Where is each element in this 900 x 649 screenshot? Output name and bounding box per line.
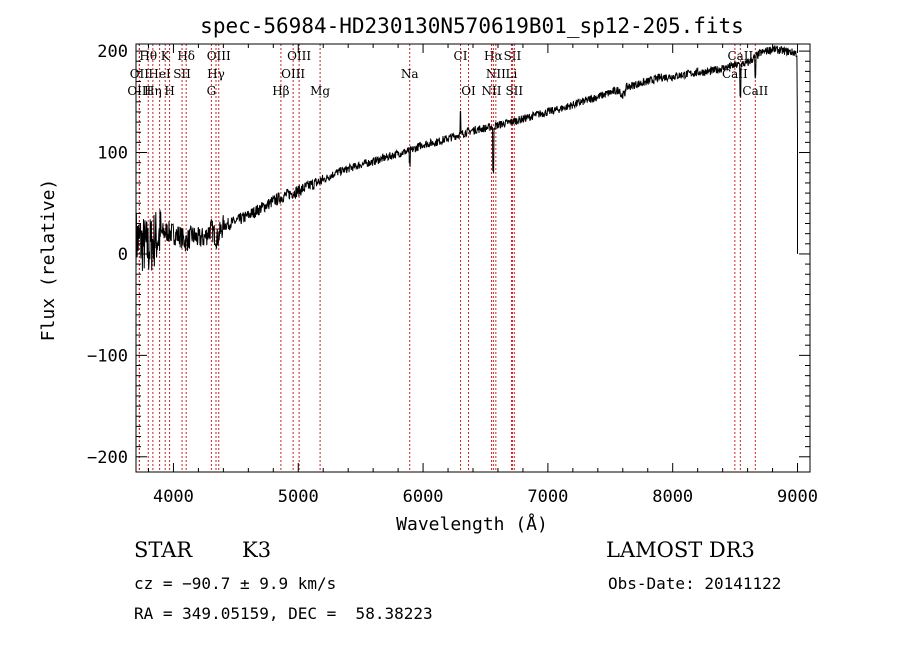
- line-marker-label: CaII: [727, 49, 753, 63]
- line-marker-label: CaII: [722, 67, 748, 81]
- x-tick-label: 7000: [527, 487, 568, 507]
- line-marker-label: SII: [504, 49, 522, 63]
- line-marker-label: SII: [173, 67, 191, 81]
- axis-ticks: 4000 5000 6000 7000 8000 9000 −200 −100 0 100 200: [87, 42, 818, 507]
- line-marker-label: G: [207, 84, 217, 98]
- line-marker-label: Mg: [310, 84, 330, 98]
- x-tick-label: 4000: [153, 487, 194, 507]
- line-marker-label: OIII: [281, 67, 305, 81]
- object-class: STAR: [134, 538, 193, 562]
- line-marker-label: SII: [505, 84, 523, 98]
- y-tick-label: 100: [97, 144, 128, 164]
- line-marker-label: OIII: [207, 49, 231, 63]
- line-marker-label: OIII: [127, 84, 151, 98]
- line-marker-label: H: [164, 84, 174, 98]
- x-tick-label: 8000: [652, 487, 693, 507]
- survey-name: LAMOST DR3: [606, 538, 755, 562]
- y-tick-label: 0: [118, 245, 128, 265]
- y-tick-label: −100: [87, 346, 128, 366]
- line-marker-label: CaII: [742, 84, 768, 98]
- y-axis-label: Flux (relative): [38, 179, 59, 342]
- line-marker-label: NII: [481, 84, 501, 98]
- observation-date: Obs-Date: 20141122: [608, 574, 782, 593]
- line-marker-label: Na: [401, 67, 419, 81]
- subclass: K3: [242, 538, 272, 562]
- line-marker-label: HeI: [148, 67, 171, 81]
- line-marker-label: OI: [461, 84, 476, 98]
- x-tick-label: 6000: [403, 487, 444, 507]
- line-marker-label: Hα: [484, 49, 503, 63]
- x-axis-label: Wavelength (Å): [396, 513, 548, 535]
- line-marker-label: CI: [454, 49, 468, 63]
- redshift-velocity: cz = −90.7 ± 9.9 km/s: [134, 574, 337, 593]
- line-marker-label: Hδ: [177, 49, 195, 63]
- line-marker-label: OIII: [287, 49, 311, 63]
- x-tick-label: 9000: [777, 487, 818, 507]
- y-tick-label: 200: [97, 42, 128, 62]
- plot-frame: [135, 43, 811, 473]
- line-marker-label: Li: [506, 67, 518, 81]
- line-marker-label: K: [161, 49, 171, 63]
- line-marker-label: Hη: [144, 84, 162, 98]
- coordinates: RA = 349.05159, DEC = 58.38223: [134, 604, 433, 623]
- spectrum-line: [135, 45, 798, 272]
- line-marker-label: Hβ: [272, 84, 289, 98]
- line-marker-label: NII: [486, 67, 506, 81]
- line-marker-label: Hγ: [207, 67, 225, 81]
- chart-title: spec-56984-HD230130N570619B01_sp12-205.f…: [200, 14, 744, 38]
- y-tick-label: −200: [87, 448, 128, 468]
- x-tick-label: 5000: [278, 487, 319, 507]
